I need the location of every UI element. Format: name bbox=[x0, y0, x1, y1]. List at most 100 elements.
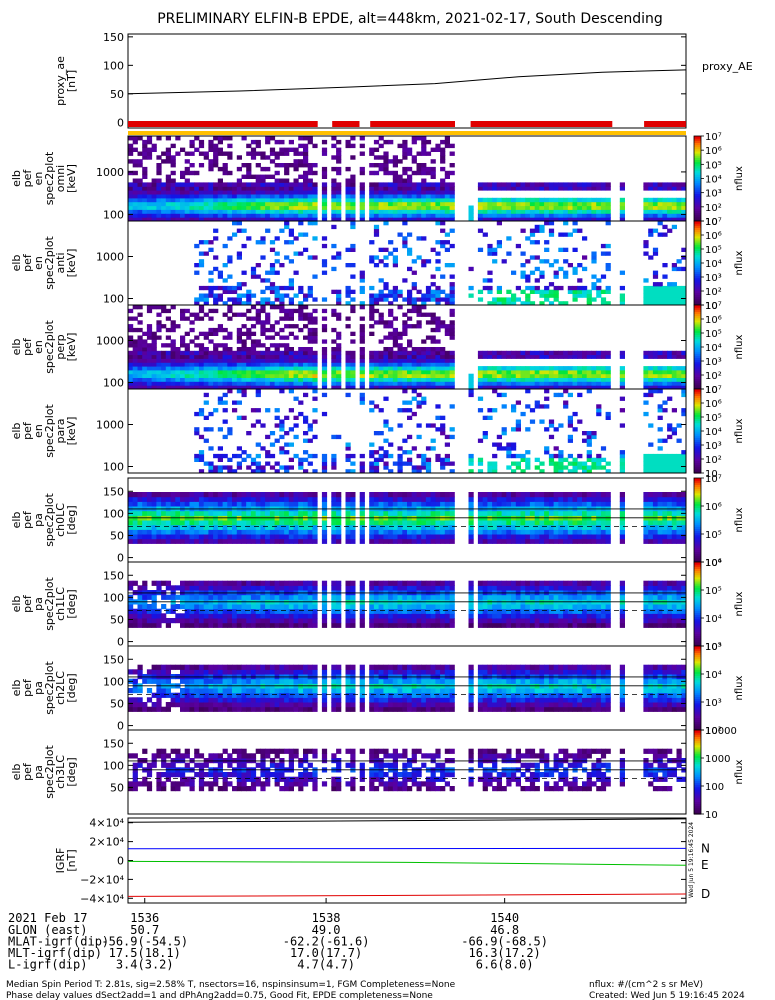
heatmap-cell bbox=[567, 529, 573, 535]
heatmap-cell bbox=[198, 369, 205, 375]
heatmap-cell bbox=[265, 136, 271, 141]
heatmap-cell bbox=[577, 205, 583, 210]
heatmap-cell bbox=[529, 369, 536, 375]
heatmap-cell bbox=[563, 182, 569, 187]
colorbar-cell bbox=[694, 437, 701, 440]
heatmap-cell bbox=[345, 373, 351, 378]
heatmap-cell bbox=[600, 350, 607, 356]
heatmap-cell bbox=[128, 147, 134, 152]
heatmap-cell bbox=[667, 423, 673, 428]
heatmap-cell bbox=[572, 520, 578, 526]
heatmap-cell bbox=[265, 217, 271, 222]
heatmap-cell bbox=[175, 377, 181, 382]
heatmap-cell bbox=[430, 247, 436, 252]
heatmap-cell bbox=[198, 381, 205, 386]
heatmap-cell bbox=[496, 243, 502, 249]
heatmap-cell bbox=[553, 496, 559, 502]
heatmap-cell bbox=[137, 343, 143, 348]
heatmap-cell bbox=[520, 251, 526, 256]
colorbar-cell bbox=[694, 155, 701, 158]
heatmap-cell bbox=[388, 529, 394, 535]
heatmap-cell bbox=[496, 496, 502, 502]
heatmap-cell bbox=[525, 236, 531, 241]
heatmap-cell bbox=[298, 305, 304, 310]
heatmap-cell bbox=[492, 247, 498, 252]
heatmap-cell bbox=[425, 529, 432, 535]
heatmap-cell bbox=[648, 453, 654, 459]
heatmap-cell bbox=[203, 427, 209, 432]
heatmap-cell bbox=[222, 312, 228, 317]
heatmap-cell bbox=[132, 316, 138, 321]
heatmap-cell bbox=[681, 450, 687, 455]
heatmap-cell bbox=[407, 381, 413, 386]
heatmap-cell bbox=[667, 297, 673, 302]
heatmap-cell bbox=[416, 369, 422, 375]
heatmap-cell bbox=[142, 197, 148, 203]
heatmap-cell bbox=[411, 297, 417, 302]
heatmap-cell bbox=[255, 520, 261, 526]
heatmap-cell bbox=[227, 347, 233, 352]
heatmap-cell bbox=[180, 312, 186, 317]
heatmap-cell bbox=[506, 381, 512, 386]
heatmap-cell bbox=[250, 316, 257, 321]
heatmap-cell bbox=[496, 201, 502, 207]
heatmap-cell bbox=[194, 201, 200, 207]
heatmap-cell bbox=[203, 293, 209, 298]
heatmap-cell bbox=[161, 510, 167, 516]
heatmap-cell bbox=[336, 362, 342, 367]
heatmap-cell bbox=[525, 501, 531, 507]
heatmap-cell bbox=[534, 209, 540, 214]
heatmap-cell bbox=[477, 529, 484, 535]
heatmap-cell bbox=[350, 263, 356, 268]
heatmap-cell bbox=[142, 492, 148, 498]
heatmap-cell bbox=[128, 190, 134, 195]
heatmap-cell bbox=[208, 159, 214, 164]
heatmap-cell bbox=[288, 205, 294, 210]
heatmap-cell bbox=[303, 324, 309, 329]
heatmap-cell bbox=[161, 354, 167, 359]
heatmap-cell bbox=[307, 347, 313, 352]
heatmap-cell bbox=[435, 194, 441, 199]
heatmap-cell bbox=[132, 529, 138, 535]
heatmap-cell bbox=[397, 201, 403, 207]
heatmap-cell bbox=[525, 259, 531, 264]
heatmap-cell bbox=[255, 186, 261, 191]
colorbar-cell bbox=[694, 426, 701, 430]
heatmap-cell bbox=[246, 174, 252, 179]
heatmap-cell bbox=[227, 492, 233, 498]
colorbar-cell bbox=[694, 144, 701, 148]
heatmap-cell bbox=[586, 369, 592, 375]
heatmap-cell bbox=[269, 190, 276, 195]
heatmap-cell bbox=[553, 201, 559, 207]
heatmap-cell bbox=[440, 139, 446, 145]
heatmap-cell bbox=[487, 496, 493, 502]
heatmap-cell bbox=[165, 381, 171, 386]
heatmap-cell bbox=[227, 350, 233, 356]
heatmap-cell bbox=[558, 201, 564, 207]
heatmap-cell bbox=[336, 524, 342, 530]
heatmap-cell bbox=[383, 320, 389, 325]
heatmap-cell bbox=[184, 308, 190, 314]
heatmap-cell bbox=[203, 151, 209, 156]
heatmap-cell bbox=[128, 350, 134, 356]
heatmap-cell bbox=[586, 465, 592, 470]
heatmap-cell bbox=[444, 369, 450, 375]
heatmap-cell bbox=[444, 194, 450, 199]
heatmap-cell bbox=[652, 377, 659, 382]
colorbar-cell bbox=[694, 254, 701, 258]
heatmap-cell bbox=[213, 510, 219, 516]
heatmap-cell bbox=[407, 358, 413, 363]
heatmap-cell bbox=[487, 186, 493, 191]
heatmap-cell bbox=[586, 538, 592, 544]
heatmap-cell bbox=[260, 194, 266, 199]
heatmap-cell bbox=[397, 335, 403, 340]
heatmap-cell bbox=[260, 255, 266, 260]
heatmap-cell bbox=[539, 289, 545, 294]
heatmap-cell bbox=[303, 373, 309, 378]
heatmap-cell bbox=[482, 197, 488, 203]
heatmap-cell bbox=[525, 520, 531, 526]
heatmap-cell bbox=[506, 529, 512, 535]
heatmap-cell bbox=[425, 205, 432, 210]
heatmap-cell bbox=[151, 369, 157, 375]
heatmap-cell bbox=[288, 501, 294, 507]
